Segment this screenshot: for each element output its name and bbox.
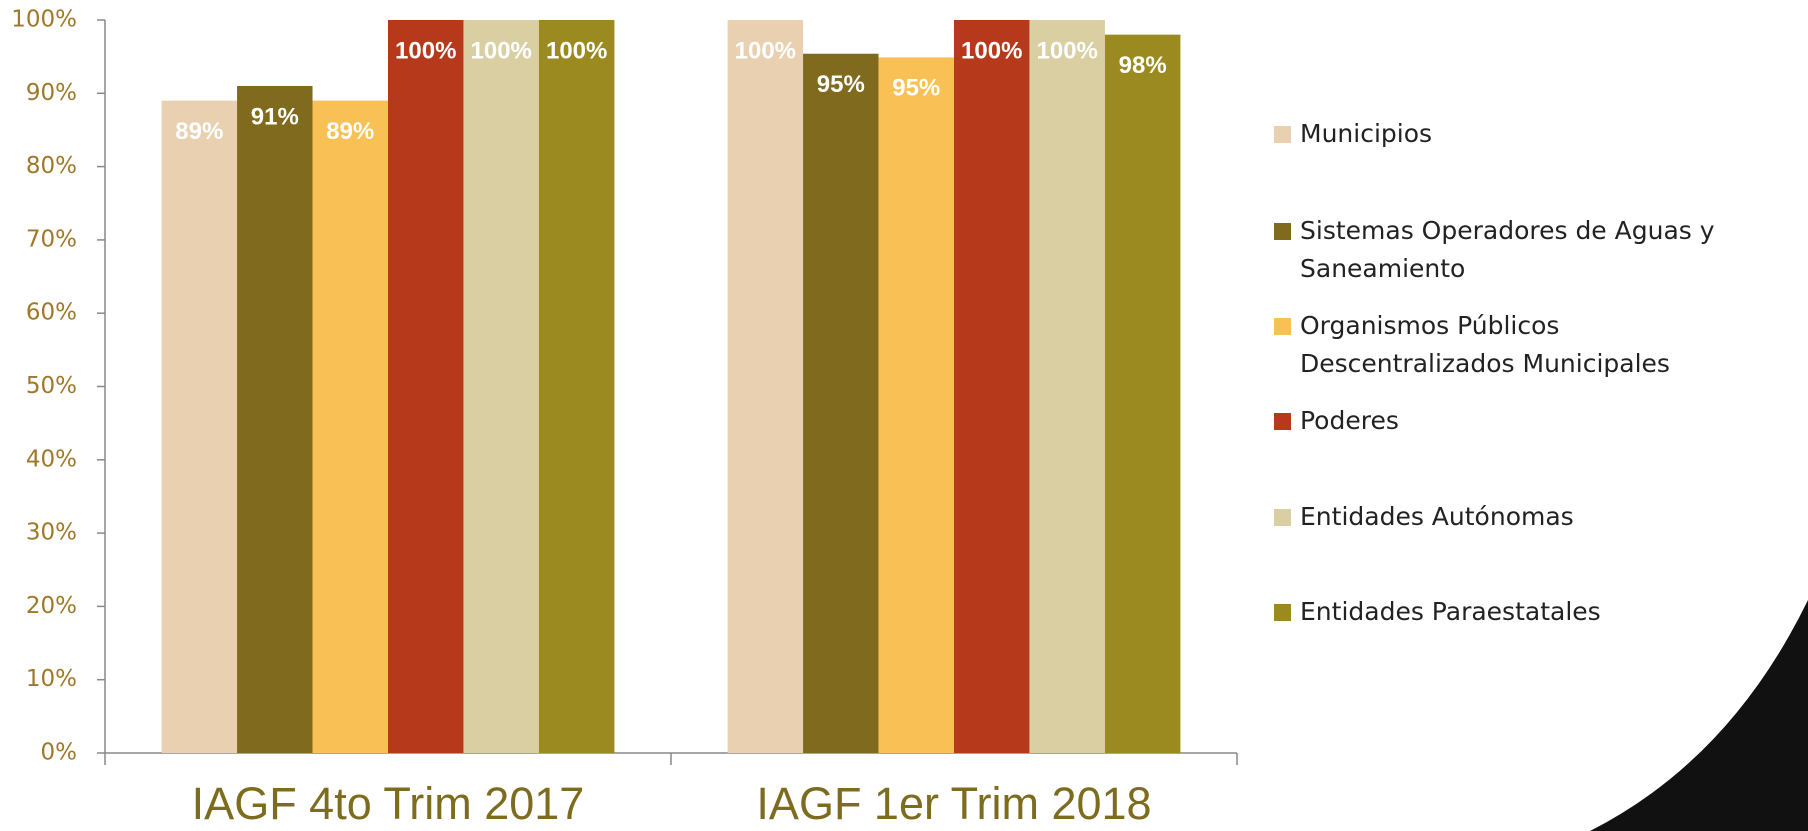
- x-tick-label: IAGF 4to Trim 2017: [192, 778, 585, 829]
- x-tick-label: IAGF 1er Trim 2018: [756, 778, 1151, 829]
- y-tick-label: 0%: [41, 740, 78, 766]
- data-label: 100%: [546, 37, 607, 64]
- data-label: 100%: [735, 37, 796, 64]
- legend-label: Poderes: [1300, 402, 1740, 440]
- legend-item: Organismos Públicos Descentralizados Mun…: [1274, 307, 1774, 383]
- y-tick-label: 90%: [26, 80, 77, 106]
- data-label: 89%: [175, 118, 223, 145]
- bar: [728, 20, 803, 753]
- bar: [954, 20, 1029, 753]
- legend-item: Municipios: [1274, 115, 1774, 153]
- y-tick-label: 50%: [26, 373, 77, 399]
- y-tick-label: 20%: [26, 593, 77, 619]
- y-tick-label: 70%: [26, 226, 77, 252]
- legend-label: Municipios: [1300, 115, 1740, 153]
- y-tick-label: 30%: [26, 520, 77, 546]
- legend-swatch: [1274, 509, 1291, 526]
- bar: [388, 20, 463, 753]
- bar: [539, 20, 614, 753]
- bar: [1029, 20, 1104, 753]
- data-label: 95%: [892, 75, 940, 102]
- data-label: 100%: [471, 37, 532, 64]
- legend-label: Sistemas Operadores de Aguas y Saneamien…: [1300, 212, 1740, 288]
- bar: [803, 54, 878, 753]
- data-label: 98%: [1119, 52, 1167, 79]
- bar: [1105, 35, 1180, 753]
- legend-label: Organismos Públicos Descentralizados Mun…: [1300, 307, 1740, 383]
- legend-item: Entidades Paraestatales: [1274, 593, 1774, 631]
- legend-swatch: [1274, 604, 1291, 621]
- bar: [313, 101, 388, 753]
- bar: [237, 86, 312, 753]
- legend-swatch: [1274, 223, 1291, 240]
- y-tick-label: 60%: [26, 300, 77, 326]
- data-label: 91%: [251, 103, 299, 130]
- data-label: 100%: [1037, 37, 1098, 64]
- bar: [879, 57, 954, 753]
- data-label: 100%: [395, 37, 456, 64]
- legend-label: Entidades Paraestatales: [1300, 593, 1740, 631]
- legend-item: Poderes: [1274, 402, 1774, 440]
- data-label: 95%: [817, 71, 865, 98]
- legend-swatch: [1274, 413, 1291, 430]
- legend-label: Entidades Autónomas: [1300, 498, 1740, 536]
- data-label: 100%: [961, 37, 1022, 64]
- page: 0% 10% 20% 30% 40% 50% 60% 70% 80% 90% 100% IAGF 4t…: [0, 0, 1808, 831]
- data-label: 89%: [326, 118, 374, 145]
- bar: [463, 20, 538, 753]
- y-tick-label: 40%: [26, 446, 77, 472]
- y-tick-label: 80%: [26, 153, 77, 179]
- y-tick-label: 100%: [11, 7, 77, 33]
- corner-decoration: [1590, 600, 1808, 831]
- bar: [162, 101, 237, 753]
- legend-swatch: [1274, 318, 1291, 335]
- legend-swatch: [1274, 126, 1291, 143]
- legend-item: Sistemas Operadores de Aguas y Saneamien…: [1274, 212, 1774, 288]
- legend-item: Entidades Autónomas: [1274, 498, 1774, 536]
- y-tick-label: 10%: [26, 666, 77, 692]
